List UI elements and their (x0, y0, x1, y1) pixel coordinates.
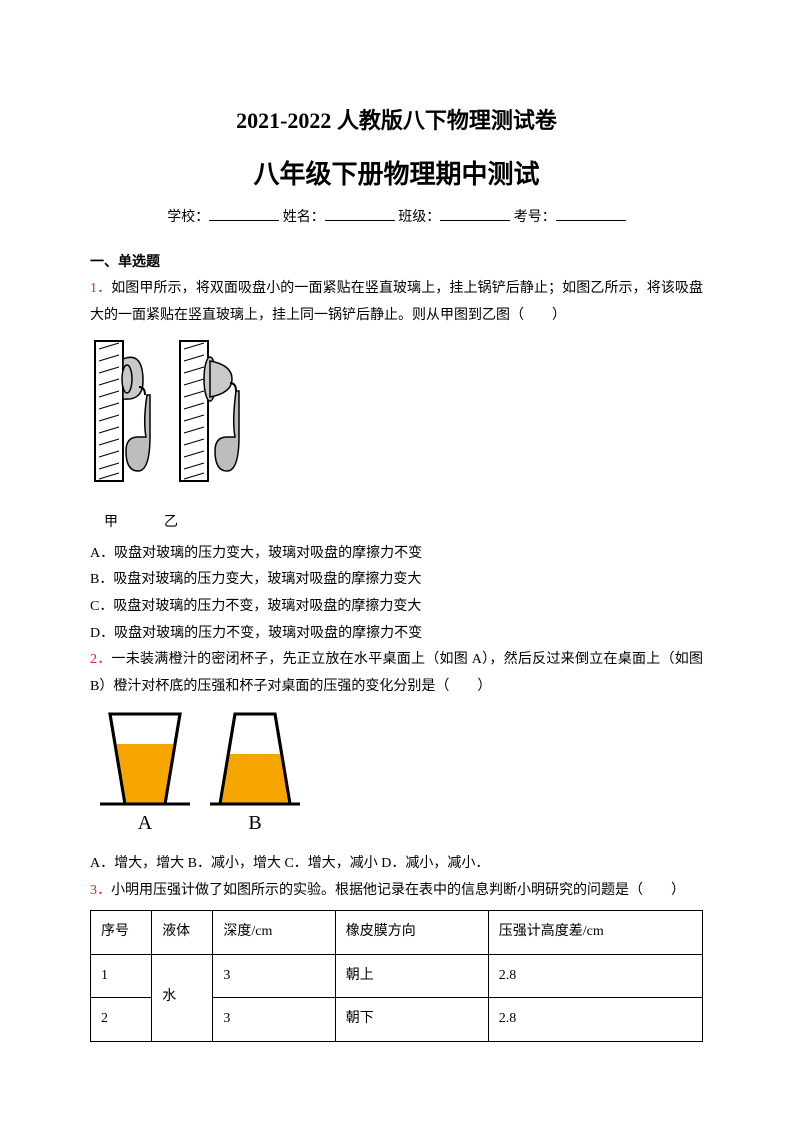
name-blank[interactable] (325, 206, 395, 221)
th-seq: 序号 (91, 911, 152, 955)
info-fill-row: 学校： 姓名： 班级： 考号： (90, 205, 703, 232)
cell-liquid: 水 (152, 954, 213, 1041)
q3-text: 3．小明用压强计做了如图所示的实验。根据他记录在表中的信息判断小明研究的问题是（… (90, 878, 703, 905)
q1-figure (90, 336, 703, 507)
class-blank[interactable] (440, 206, 510, 221)
cell-depth-1: 3 (213, 954, 335, 998)
q1-body: 如图甲所示，将双面吸盘小的一面紧贴在竖直玻璃上，挂上锅铲后静止；如图乙所示，将该… (90, 281, 703, 323)
section-1-title: 一、单选题 (90, 250, 703, 277)
title-year: 2021-2022 人教版八下物理测试卷 (90, 100, 703, 142)
q1-number: 1． (90, 281, 111, 296)
q1-opt-d: D．吸盘对玻璃的压力不变，玻璃对吸盘的摩擦力不变 (90, 621, 703, 648)
th-depth: 深度/cm (213, 911, 335, 955)
cell-seq-1: 1 (91, 954, 152, 998)
q3-table: 序号 液体 深度/cm 橡皮膜方向 压强计高度差/cm 1 水 3 朝上 2.8… (90, 910, 703, 1042)
q2-body: 一未装满橙汁的密闭杯子，先正立放在水平桌面上（如图 A），然后反过来倒立在桌面上… (90, 652, 703, 694)
examno-label: 考号： (514, 210, 556, 225)
th-dir: 橡皮膜方向 (335, 911, 488, 955)
cell-dir-1: 朝上 (335, 954, 488, 998)
school-label: 学校： (167, 210, 209, 225)
q1-text: 1．如图甲所示，将双面吸盘小的一面紧贴在竖直玻璃上，挂上锅铲后静止；如图乙所示，… (90, 276, 703, 329)
th-diff: 压强计高度差/cm (488, 911, 702, 955)
class-label: 班级： (398, 210, 440, 225)
cell-diff-1: 2.8 (488, 954, 702, 998)
cell-depth-2: 3 (213, 998, 335, 1042)
q1-caption: 甲 乙 (90, 510, 703, 537)
title-main: 八年级下册物理期中测试 (90, 150, 703, 199)
q2-figure: A B (90, 706, 703, 847)
table-row: 1 水 3 朝上 2.8 (91, 954, 703, 998)
th-liquid: 液体 (152, 911, 213, 955)
cell-dir-2: 朝下 (335, 998, 488, 1042)
q1-opt-c: C．吸盘对玻璃的压力不变，玻璃对吸盘的摩擦力变大 (90, 594, 703, 621)
svg-text:B: B (248, 812, 261, 834)
q3-body: 小明用压强计做了如图所示的实验。根据他记录在表中的信息判断小明研究的问题是（ ） (111, 883, 685, 898)
name-label: 姓名： (283, 210, 325, 225)
table-header-row: 序号 液体 深度/cm 橡皮膜方向 压强计高度差/cm (91, 911, 703, 955)
q3-number: 3． (90, 883, 111, 898)
cell-diff-2: 2.8 (488, 998, 702, 1042)
q2-number: 2． (90, 652, 112, 667)
q1-opt-b: B．吸盘对玻璃的压力变大，玻璃对吸盘的摩擦力变大 (90, 567, 703, 594)
school-blank[interactable] (209, 206, 279, 221)
q2-options: A．增大，增大 B．减小，增大 C．增大，减小 D．减小，减小． (90, 851, 703, 878)
cell-seq-2: 2 (91, 998, 152, 1042)
q2-text: 2．一未装满橙汁的密闭杯子，先正立放在水平桌面上（如图 A），然后反过来倒立在桌… (90, 647, 703, 700)
svg-text:A: A (138, 812, 153, 834)
q1-opt-a: A．吸盘对玻璃的压力变大，玻璃对吸盘的摩擦力不变 (90, 541, 703, 568)
examno-blank[interactable] (556, 206, 626, 221)
